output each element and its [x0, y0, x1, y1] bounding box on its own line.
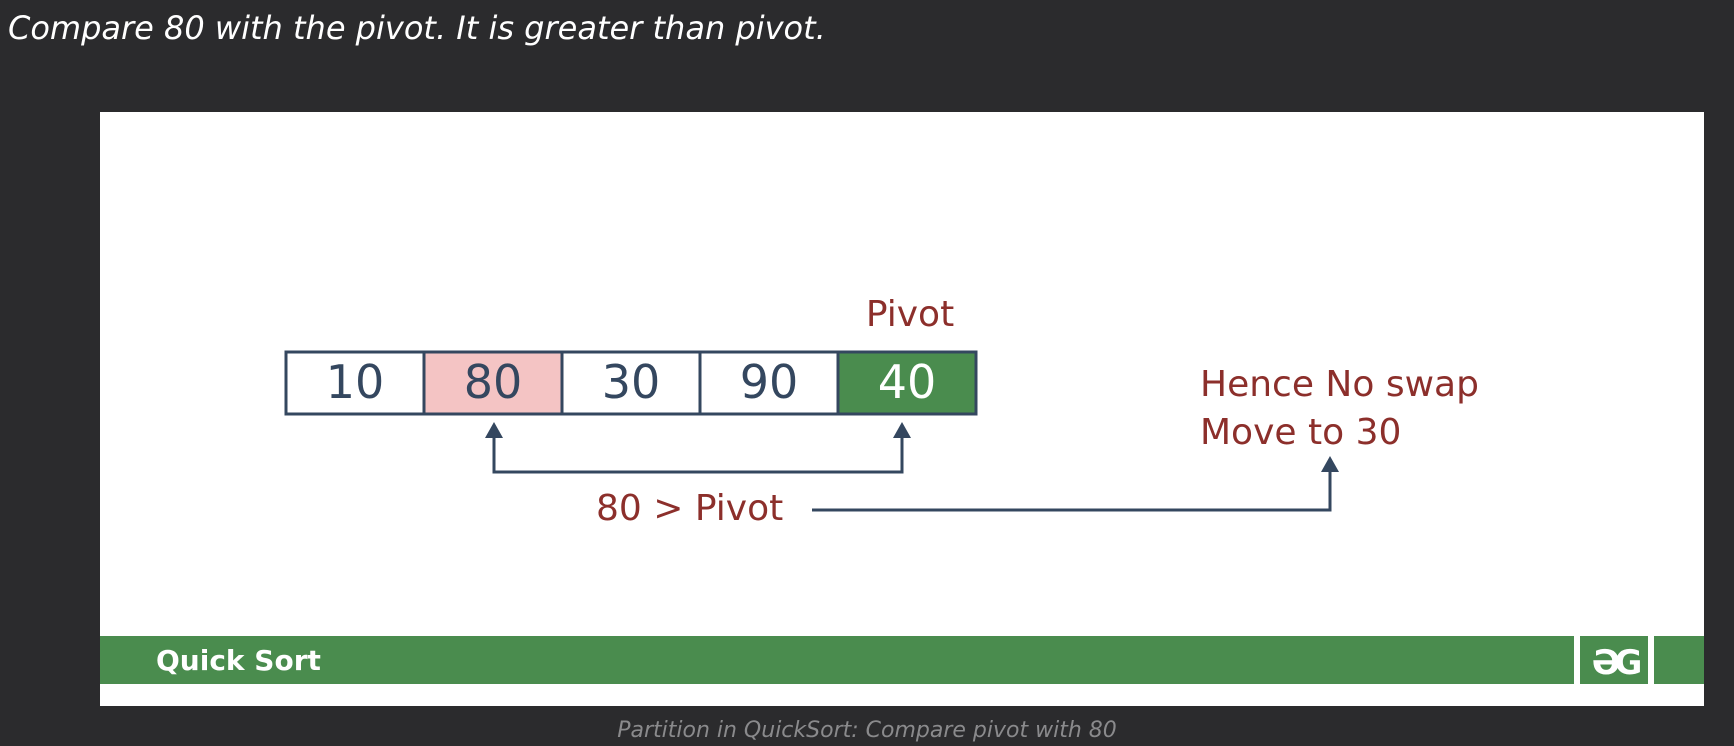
gfg-logo: ƏG	[1574, 636, 1680, 684]
arrow-up-icon	[485, 422, 503, 438]
arrow-up-icon	[1321, 456, 1339, 472]
banner-title: Quick Sort	[156, 644, 321, 677]
quicksort-diagram: 10 80 30 90 40	[100, 294, 1704, 684]
step-heading: Compare 80 with the pivot. It is greater…	[8, 9, 826, 47]
array-cell-pivot: 40	[836, 350, 978, 416]
result-connector	[812, 466, 1332, 512]
array-cell-value: 90	[740, 355, 799, 409]
array-cell-value: 80	[464, 355, 523, 409]
array-cell: 90	[698, 350, 840, 416]
array-cell-value: 10	[326, 355, 385, 409]
figure-caption: Partition in QuickSort: Compare pivot wi…	[617, 718, 1117, 743]
array-cell-value: 40	[878, 355, 937, 409]
pivot-label: Pivot	[866, 294, 954, 335]
result-line-2: Move to 30	[1200, 412, 1401, 453]
diagram-figure: 10 80 30 90 40	[100, 112, 1704, 706]
result-line-1: Hence No swap	[1200, 364, 1479, 405]
title-banner	[100, 636, 1704, 684]
arrow-up-icon	[893, 422, 911, 438]
array-cell-value: 30	[602, 355, 661, 409]
svg-text:ƏG: ƏG	[1592, 643, 1641, 683]
array-cell: 10	[284, 350, 426, 416]
array-row: 10 80 30 90 40	[284, 350, 978, 416]
comparison-label: 80 > Pivot	[596, 488, 783, 529]
comparison-connector	[492, 430, 904, 474]
array-cell: 30	[560, 350, 702, 416]
array-cell-current: 80	[422, 350, 564, 416]
